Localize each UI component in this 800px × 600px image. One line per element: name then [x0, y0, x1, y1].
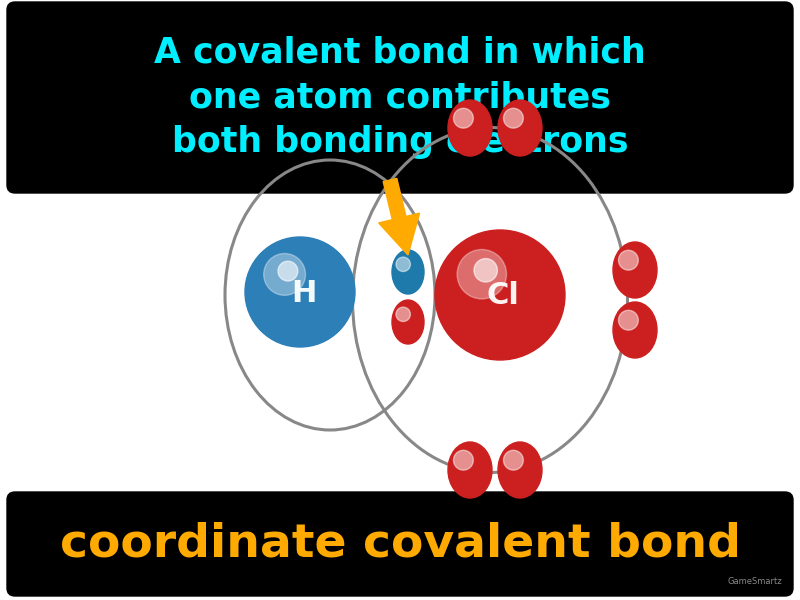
Circle shape [503, 450, 523, 470]
Circle shape [618, 250, 638, 270]
Circle shape [454, 108, 474, 128]
Ellipse shape [613, 242, 657, 298]
FancyArrow shape [378, 178, 419, 255]
Circle shape [396, 307, 410, 322]
FancyBboxPatch shape [7, 2, 793, 193]
Ellipse shape [448, 100, 492, 156]
Circle shape [245, 237, 355, 347]
Ellipse shape [498, 442, 542, 498]
Circle shape [278, 261, 298, 281]
Ellipse shape [498, 100, 542, 156]
Text: Cl: Cl [486, 281, 519, 311]
Ellipse shape [613, 302, 657, 358]
Circle shape [454, 450, 474, 470]
Ellipse shape [448, 442, 492, 498]
Circle shape [457, 250, 506, 299]
Text: A covalent bond in which
one atom contributes
both bonding electrons: A covalent bond in which one atom contri… [154, 35, 646, 159]
Circle shape [396, 257, 410, 271]
Circle shape [435, 230, 565, 360]
Circle shape [618, 310, 638, 330]
Circle shape [503, 108, 523, 128]
Circle shape [474, 259, 498, 282]
Ellipse shape [392, 250, 424, 294]
Ellipse shape [392, 300, 424, 344]
FancyBboxPatch shape [7, 492, 793, 596]
Text: coordinate covalent bond: coordinate covalent bond [59, 521, 741, 566]
Text: GameSmartz: GameSmartz [727, 577, 782, 587]
Text: H: H [291, 280, 317, 308]
Circle shape [264, 253, 306, 295]
